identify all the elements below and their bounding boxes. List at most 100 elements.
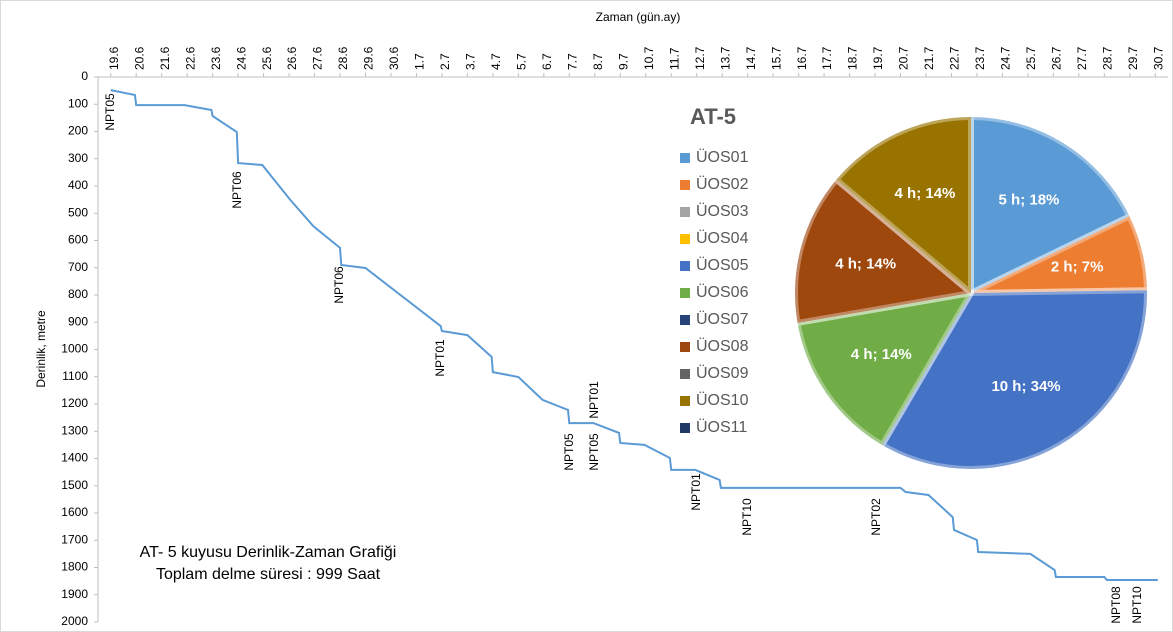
- pie-slice: [968, 114, 1133, 296]
- y-tick-label: 900: [68, 314, 88, 328]
- legend-label: ÜOS07: [696, 310, 749, 328]
- annotation: NPT05: [587, 433, 601, 471]
- depth-line: [110, 89, 1158, 581]
- x-tick-label: 29.7: [1126, 46, 1140, 70]
- y-tick-label: 1700: [61, 532, 88, 546]
- x-tick-label: 24.7: [999, 46, 1013, 70]
- pie-label: 4 h; 14%: [835, 255, 896, 272]
- x-tick-label: 28.6: [336, 46, 350, 70]
- annotation: NPT05: [562, 433, 576, 471]
- text-box-line: Toplam delme süresi : 999 Saat: [156, 566, 381, 583]
- x-tick-label: 25.7: [1024, 46, 1038, 70]
- annotation: NPT06: [230, 171, 244, 209]
- x-tick-label: 23.7: [973, 46, 987, 70]
- x-tick-label: 24.6: [234, 46, 248, 70]
- legend-swatch: [680, 396, 690, 406]
- x-tick-label: 15.7: [769, 46, 783, 70]
- x-tick-label: 25.6: [260, 46, 274, 70]
- x-axis-title: Zaman (gün.ay): [596, 10, 681, 24]
- x-tick-label: 26.7: [1050, 46, 1064, 70]
- x-tick-label: 21.6: [158, 46, 172, 70]
- x-tick-label: 10.7: [642, 46, 656, 70]
- x-tick-label: 9.7: [616, 53, 630, 70]
- x-tick-label: 19.6: [107, 46, 121, 70]
- y-tick-label: 1300: [61, 423, 88, 437]
- annotation: NPT10: [740, 498, 754, 536]
- annotation: NPT06: [332, 266, 346, 304]
- annotation: NPT05: [103, 93, 117, 131]
- x-tick-label: 20.7: [897, 46, 911, 70]
- x-tick-label: 27.6: [311, 46, 325, 70]
- pie-slice: [794, 290, 974, 448]
- x-tick-label: 23.6: [209, 46, 223, 70]
- legend-label: ÜOS09: [696, 364, 749, 382]
- pie-slice: [792, 176, 974, 326]
- legend-swatch: [680, 369, 690, 379]
- pie-label: 4 h; 14%: [895, 185, 956, 202]
- x-tick-label: 6.7: [540, 53, 554, 70]
- x-tick-label: 28.7: [1100, 46, 1114, 70]
- x-tick-label: 30.7: [1151, 46, 1165, 70]
- legend-label: ÜOS06: [696, 283, 749, 301]
- legend-label: ÜOS02: [696, 175, 749, 193]
- y-tick-label: 1800: [61, 560, 88, 574]
- legend-swatch: [680, 261, 690, 271]
- y-tick-label: 1400: [61, 451, 88, 465]
- x-tick-label: 8.7: [591, 53, 605, 70]
- x-tick-label: 1.7: [413, 53, 427, 70]
- legend-swatch: [680, 180, 690, 190]
- pie-slice: [968, 213, 1150, 296]
- y-tick-label: 0: [81, 69, 88, 83]
- y-tick-label: 1100: [62, 369, 88, 383]
- x-tick-label: 16.7: [795, 46, 809, 70]
- annotation: NPT10: [1130, 586, 1144, 624]
- x-tick-label: 26.6: [285, 46, 299, 70]
- x-tick-label: 20.6: [132, 46, 146, 70]
- y-tick-label: 1000: [61, 342, 88, 356]
- y-tick-label: 500: [68, 205, 88, 219]
- legend-label: ÜOS10: [696, 391, 749, 409]
- legend-label: ÜOS04: [696, 229, 749, 247]
- legend-label: ÜOS01: [696, 148, 749, 166]
- x-tick-label: 22.6: [183, 46, 197, 70]
- legend-swatch: [680, 423, 690, 433]
- x-tick-label: 5.7: [515, 53, 529, 70]
- y-tick-label: 1200: [61, 396, 88, 410]
- x-tick-label: 17.7: [820, 46, 834, 70]
- y-tick-label: 1500: [61, 478, 88, 492]
- x-tick-label: 27.7: [1075, 46, 1089, 70]
- y-tick-label: 2000: [61, 614, 88, 628]
- y-tick-label: 800: [68, 287, 88, 301]
- y-tick-label: 300: [68, 151, 88, 165]
- legend-swatch: [680, 288, 690, 298]
- annotation: NPT02: [869, 498, 883, 536]
- x-tick-label: 18.7: [846, 46, 860, 70]
- text-box-line: AT- 5 kuyusu Derinlik-Zaman Grafiği: [140, 544, 397, 561]
- legend-label: ÜOS11: [696, 418, 747, 436]
- pie-label: 10 h; 34%: [991, 378, 1060, 395]
- annotation: NPT01: [587, 381, 601, 419]
- pie-label: 4 h; 14%: [851, 346, 912, 363]
- y-tick-label: 200: [68, 124, 88, 138]
- y-tick-label: 1900: [61, 587, 88, 601]
- x-tick-label: 2.7: [438, 53, 452, 70]
- annotation: NPT01: [689, 473, 703, 511]
- y-tick-label: 400: [68, 178, 88, 192]
- pie-label: 5 h; 18%: [999, 192, 1060, 209]
- legend-swatch: [680, 342, 690, 352]
- legend-label: ÜOS05: [696, 256, 749, 274]
- pie-title: AT-5: [690, 104, 736, 129]
- x-tick-label: 13.7: [718, 46, 732, 70]
- y-tick-label: 600: [68, 233, 88, 247]
- x-tick-label: 19.7: [871, 46, 885, 70]
- x-tick-label: 12.7: [693, 46, 707, 70]
- x-tick-label: 7.7: [565, 53, 579, 70]
- x-tick-label: 11.7: [667, 47, 681, 70]
- annotation: NPT01: [433, 339, 447, 377]
- legend-swatch: [680, 315, 690, 325]
- pie-label: 2 h; 7%: [1051, 259, 1104, 276]
- legend-label: ÜOS08: [696, 337, 749, 355]
- pie-slice: [833, 114, 974, 296]
- legend-swatch: [680, 207, 690, 217]
